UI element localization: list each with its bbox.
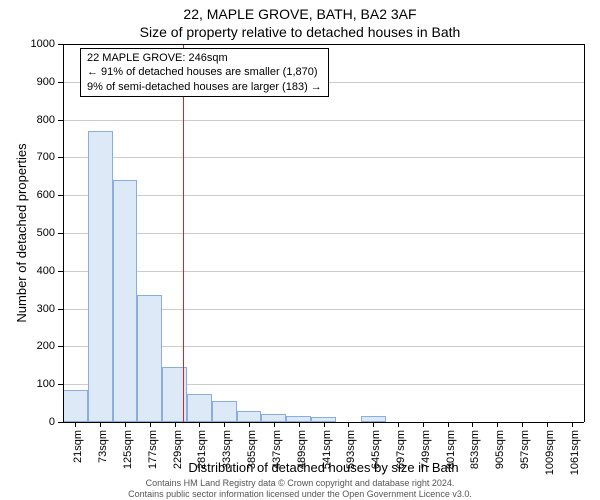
chart-container: 22, MAPLE GROVE, BATH, BA2 3AF Size of p… [0,0,600,500]
xtick-label: 489sqm [296,430,308,469]
histogram-bar [261,414,286,422]
xtick-label: 541sqm [321,430,333,469]
ytick-label: 500 [25,227,55,239]
gridline [63,157,584,158]
ytick-label: 800 [25,114,55,126]
footer-line-1: Contains HM Land Registry data © Crown c… [0,478,600,488]
ytick-label: 900 [25,76,55,88]
gridline [63,120,584,121]
xtick-label: 73sqm [97,430,109,463]
xtick-label: 385sqm [246,430,258,469]
footer-line-2: Contains public sector information licen… [0,489,600,499]
legend-line: 22 MAPLE GROVE: 246sqm [87,51,322,65]
chart-subtitle: Size of property relative to detached ho… [0,24,600,40]
gridline [63,233,584,234]
ytick-label: 0 [25,416,55,428]
axis-line [63,422,584,423]
xtick-label: 281sqm [196,430,208,469]
legend-line: ← 91% of detached houses are smaller (1,… [87,65,322,79]
xtick-label: 749sqm [420,430,432,469]
reference-line [183,44,184,422]
xtick-label: 697sqm [395,430,407,469]
gridline [63,195,584,196]
ytick-label: 400 [25,265,55,277]
xtick-label: 333sqm [221,430,233,469]
histogram-bar [113,180,138,422]
ytick-label: 600 [25,189,55,201]
xtick-label: 593sqm [345,430,357,469]
axis-line [63,44,64,422]
histogram-bar [88,131,113,422]
xtick-label: 229sqm [172,430,184,469]
ytick-label: 300 [25,303,55,315]
ytick-label: 700 [25,151,55,163]
histogram-bar [212,401,237,422]
xtick-label: 645sqm [370,430,382,469]
ytick-label: 100 [25,378,55,390]
xtick-label: 125sqm [122,430,134,469]
histogram-bar [137,295,162,422]
histogram-bar [237,411,262,422]
chart-title: 22, MAPLE GROVE, BATH, BA2 3AF [0,6,600,22]
axis-line [584,44,585,422]
ytick-label: 1000 [25,38,55,50]
xtick-label: 1009sqm [544,430,556,475]
xtick-label: 177sqm [147,430,159,469]
gridline [63,271,584,272]
xtick-label: 437sqm [271,430,283,469]
xtick-label: 853sqm [469,430,481,469]
xtick-label: 21sqm [72,430,84,463]
axis-line [63,44,584,45]
legend-line: 9% of semi-detached houses are larger (1… [87,80,322,94]
xtick-label: 905sqm [494,430,506,469]
histogram-bar [187,394,212,422]
histogram-bar [63,390,88,422]
ytick-label: 200 [25,340,55,352]
legend-box: 22 MAPLE GROVE: 246sqm← 91% of detached … [80,48,329,97]
xtick-label: 1061sqm [569,430,581,475]
xtick-label: 957sqm [519,430,531,469]
xtick-label: 801sqm [445,430,457,469]
